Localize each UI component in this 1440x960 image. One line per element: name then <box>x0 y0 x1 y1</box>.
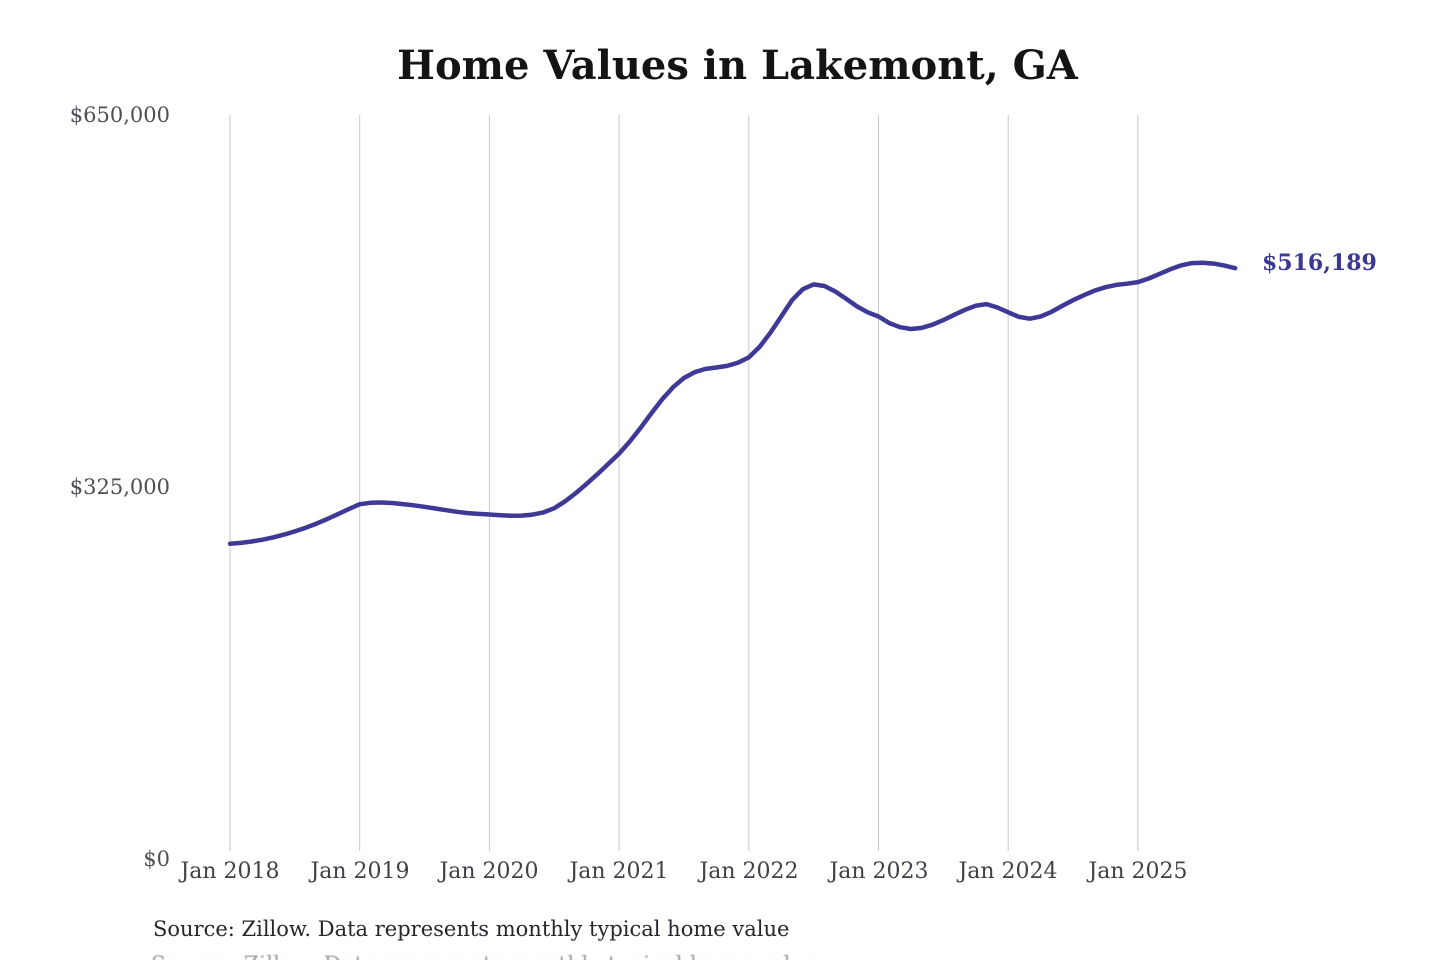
cropped-text-remnant: Source: Zillow. Data represents monthly … <box>151 951 818 960</box>
current-value-annotation: $516,189 <box>1262 250 1377 276</box>
chart-title: Home Values in Lakemont, GA <box>397 42 1078 89</box>
home-values-line <box>227 260 1238 546</box>
x-axis-label: Jan 2025 <box>1088 859 1188 884</box>
x-axis-label: Jan 2022 <box>699 859 799 884</box>
y-axis-label: $0 <box>143 847 170 871</box>
x-axis-label: Jan 2023 <box>829 859 929 884</box>
x-axis-label: Jan 2024 <box>958 859 1058 884</box>
x-axis-label: Jan 2021 <box>569 859 669 884</box>
source-note: Source: Zillow. Data represents monthly … <box>153 917 790 941</box>
x-axis-label: Jan 2018 <box>180 859 280 884</box>
y-axis-label: $650,000 <box>69 103 170 127</box>
x-axis-label: Jan 2020 <box>439 859 539 884</box>
y-axis-label: $325,000 <box>69 475 170 499</box>
x-axis-label: Jan 2019 <box>310 859 410 884</box>
